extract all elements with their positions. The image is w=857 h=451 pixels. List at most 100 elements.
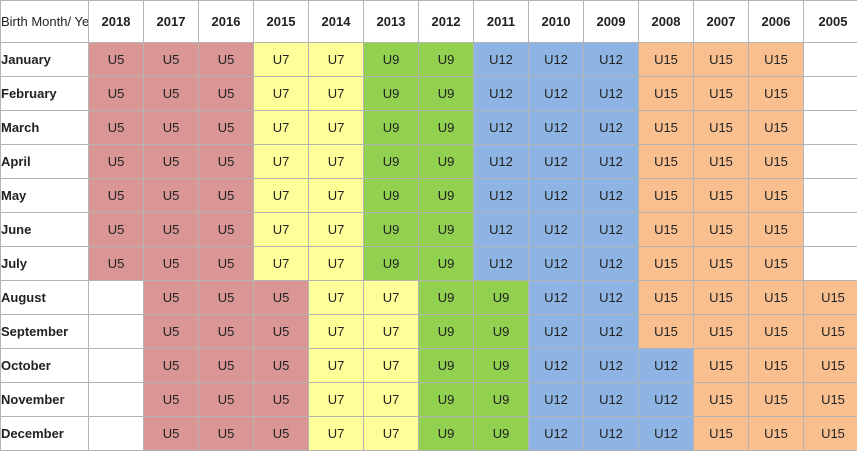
month-label[interactable]: July: [1, 247, 89, 281]
age-group-cell[interactable]: U12: [639, 383, 694, 417]
age-group-cell[interactable]: U9: [474, 281, 529, 315]
age-group-cell[interactable]: U15: [749, 349, 804, 383]
age-group-cell[interactable]: U7: [309, 383, 364, 417]
age-group-cell[interactable]: U12: [474, 43, 529, 77]
age-group-cell[interactable]: U9: [364, 179, 419, 213]
age-group-cell[interactable]: U12: [584, 315, 639, 349]
age-group-cell[interactable]: U12: [529, 145, 584, 179]
age-group-cell[interactable]: U5: [89, 111, 144, 145]
age-group-cell[interactable]: U15: [694, 179, 749, 213]
year-header-2005[interactable]: 2005: [804, 1, 857, 43]
age-group-cell[interactable]: U15: [749, 383, 804, 417]
age-group-cell[interactable]: U15: [749, 145, 804, 179]
age-group-cell[interactable]: U9: [419, 179, 474, 213]
age-group-cell[interactable]: U5: [199, 349, 254, 383]
age-group-cell[interactable]: U15: [694, 145, 749, 179]
age-group-cell[interactable]: U5: [144, 349, 199, 383]
age-group-cell[interactable]: U15: [639, 145, 694, 179]
age-group-cell[interactable]: U7: [309, 315, 364, 349]
age-group-cell[interactable]: U5: [254, 315, 309, 349]
age-group-cell[interactable]: [89, 315, 144, 349]
age-group-cell[interactable]: U12: [474, 77, 529, 111]
month-label[interactable]: May: [1, 179, 89, 213]
age-group-cell[interactable]: U12: [584, 77, 639, 111]
age-group-cell[interactable]: U5: [199, 77, 254, 111]
age-group-cell[interactable]: U15: [694, 383, 749, 417]
age-group-cell[interactable]: U15: [749, 213, 804, 247]
age-group-cell[interactable]: [89, 349, 144, 383]
year-header-2007[interactable]: 2007: [694, 1, 749, 43]
age-group-cell[interactable]: U12: [584, 417, 639, 451]
age-group-cell[interactable]: U12: [474, 213, 529, 247]
age-group-cell[interactable]: U15: [694, 43, 749, 77]
age-group-cell[interactable]: U5: [254, 281, 309, 315]
age-group-cell[interactable]: U15: [749, 281, 804, 315]
year-header-2016[interactable]: 2016: [199, 1, 254, 43]
age-group-cell[interactable]: U5: [144, 111, 199, 145]
age-group-cell[interactable]: U15: [694, 213, 749, 247]
month-label[interactable]: April: [1, 145, 89, 179]
age-group-cell[interactable]: U5: [144, 43, 199, 77]
age-group-cell[interactable]: U12: [474, 179, 529, 213]
age-group-cell[interactable]: U5: [89, 145, 144, 179]
age-group-cell[interactable]: U5: [144, 247, 199, 281]
age-group-cell[interactable]: U9: [364, 77, 419, 111]
year-header-2006[interactable]: 2006: [749, 1, 804, 43]
age-group-cell[interactable]: U5: [199, 417, 254, 451]
age-group-cell[interactable]: U15: [639, 43, 694, 77]
age-group-cell[interactable]: U12: [584, 213, 639, 247]
age-group-cell[interactable]: U7: [309, 213, 364, 247]
age-group-cell[interactable]: U9: [364, 43, 419, 77]
age-group-cell[interactable]: U5: [254, 383, 309, 417]
age-group-cell[interactable]: U15: [749, 111, 804, 145]
age-group-cell[interactable]: U15: [694, 77, 749, 111]
year-header-2015[interactable]: 2015: [254, 1, 309, 43]
age-group-cell[interactable]: U5: [144, 383, 199, 417]
age-group-cell[interactable]: U9: [474, 349, 529, 383]
year-header-2014[interactable]: 2014: [309, 1, 364, 43]
age-group-cell[interactable]: [804, 77, 857, 111]
age-group-cell[interactable]: U12: [529, 349, 584, 383]
age-group-cell[interactable]: U7: [364, 349, 419, 383]
age-group-cell[interactable]: U15: [639, 281, 694, 315]
age-group-cell[interactable]: U9: [364, 145, 419, 179]
age-group-cell[interactable]: U15: [639, 179, 694, 213]
month-label[interactable]: November: [1, 383, 89, 417]
age-group-cell[interactable]: U5: [89, 213, 144, 247]
age-group-cell[interactable]: U15: [694, 349, 749, 383]
age-group-cell[interactable]: U9: [474, 315, 529, 349]
age-group-cell[interactable]: U5: [89, 77, 144, 111]
age-group-cell[interactable]: [89, 417, 144, 451]
year-header-2009[interactable]: 2009: [584, 1, 639, 43]
month-label[interactable]: June: [1, 213, 89, 247]
age-group-cell[interactable]: U7: [309, 43, 364, 77]
year-header-2012[interactable]: 2012: [419, 1, 474, 43]
age-group-cell[interactable]: U7: [254, 111, 309, 145]
age-group-cell[interactable]: U12: [584, 145, 639, 179]
age-group-cell[interactable]: U5: [199, 383, 254, 417]
age-group-cell[interactable]: U12: [474, 247, 529, 281]
age-group-cell[interactable]: U7: [309, 281, 364, 315]
age-group-cell[interactable]: U9: [419, 145, 474, 179]
age-group-cell[interactable]: U12: [474, 145, 529, 179]
age-group-cell[interactable]: U9: [419, 111, 474, 145]
age-group-cell[interactable]: U7: [364, 315, 419, 349]
age-group-cell[interactable]: U12: [639, 349, 694, 383]
age-group-cell[interactable]: [804, 43, 857, 77]
age-group-cell[interactable]: U9: [419, 247, 474, 281]
age-group-cell[interactable]: U7: [309, 417, 364, 451]
year-header-2018[interactable]: 2018: [89, 1, 144, 43]
year-header-2010[interactable]: 2010: [529, 1, 584, 43]
age-group-cell[interactable]: U5: [199, 179, 254, 213]
month-label[interactable]: October: [1, 349, 89, 383]
age-group-cell[interactable]: U9: [419, 349, 474, 383]
age-group-cell[interactable]: U15: [804, 281, 857, 315]
age-group-cell[interactable]: U5: [144, 281, 199, 315]
age-group-cell[interactable]: U15: [749, 247, 804, 281]
age-group-cell[interactable]: [89, 281, 144, 315]
age-group-cell[interactable]: U15: [804, 383, 857, 417]
age-group-cell[interactable]: U9: [419, 383, 474, 417]
year-header-2013[interactable]: 2013: [364, 1, 419, 43]
year-header-2008[interactable]: 2008: [639, 1, 694, 43]
age-group-cell[interactable]: U15: [804, 315, 857, 349]
